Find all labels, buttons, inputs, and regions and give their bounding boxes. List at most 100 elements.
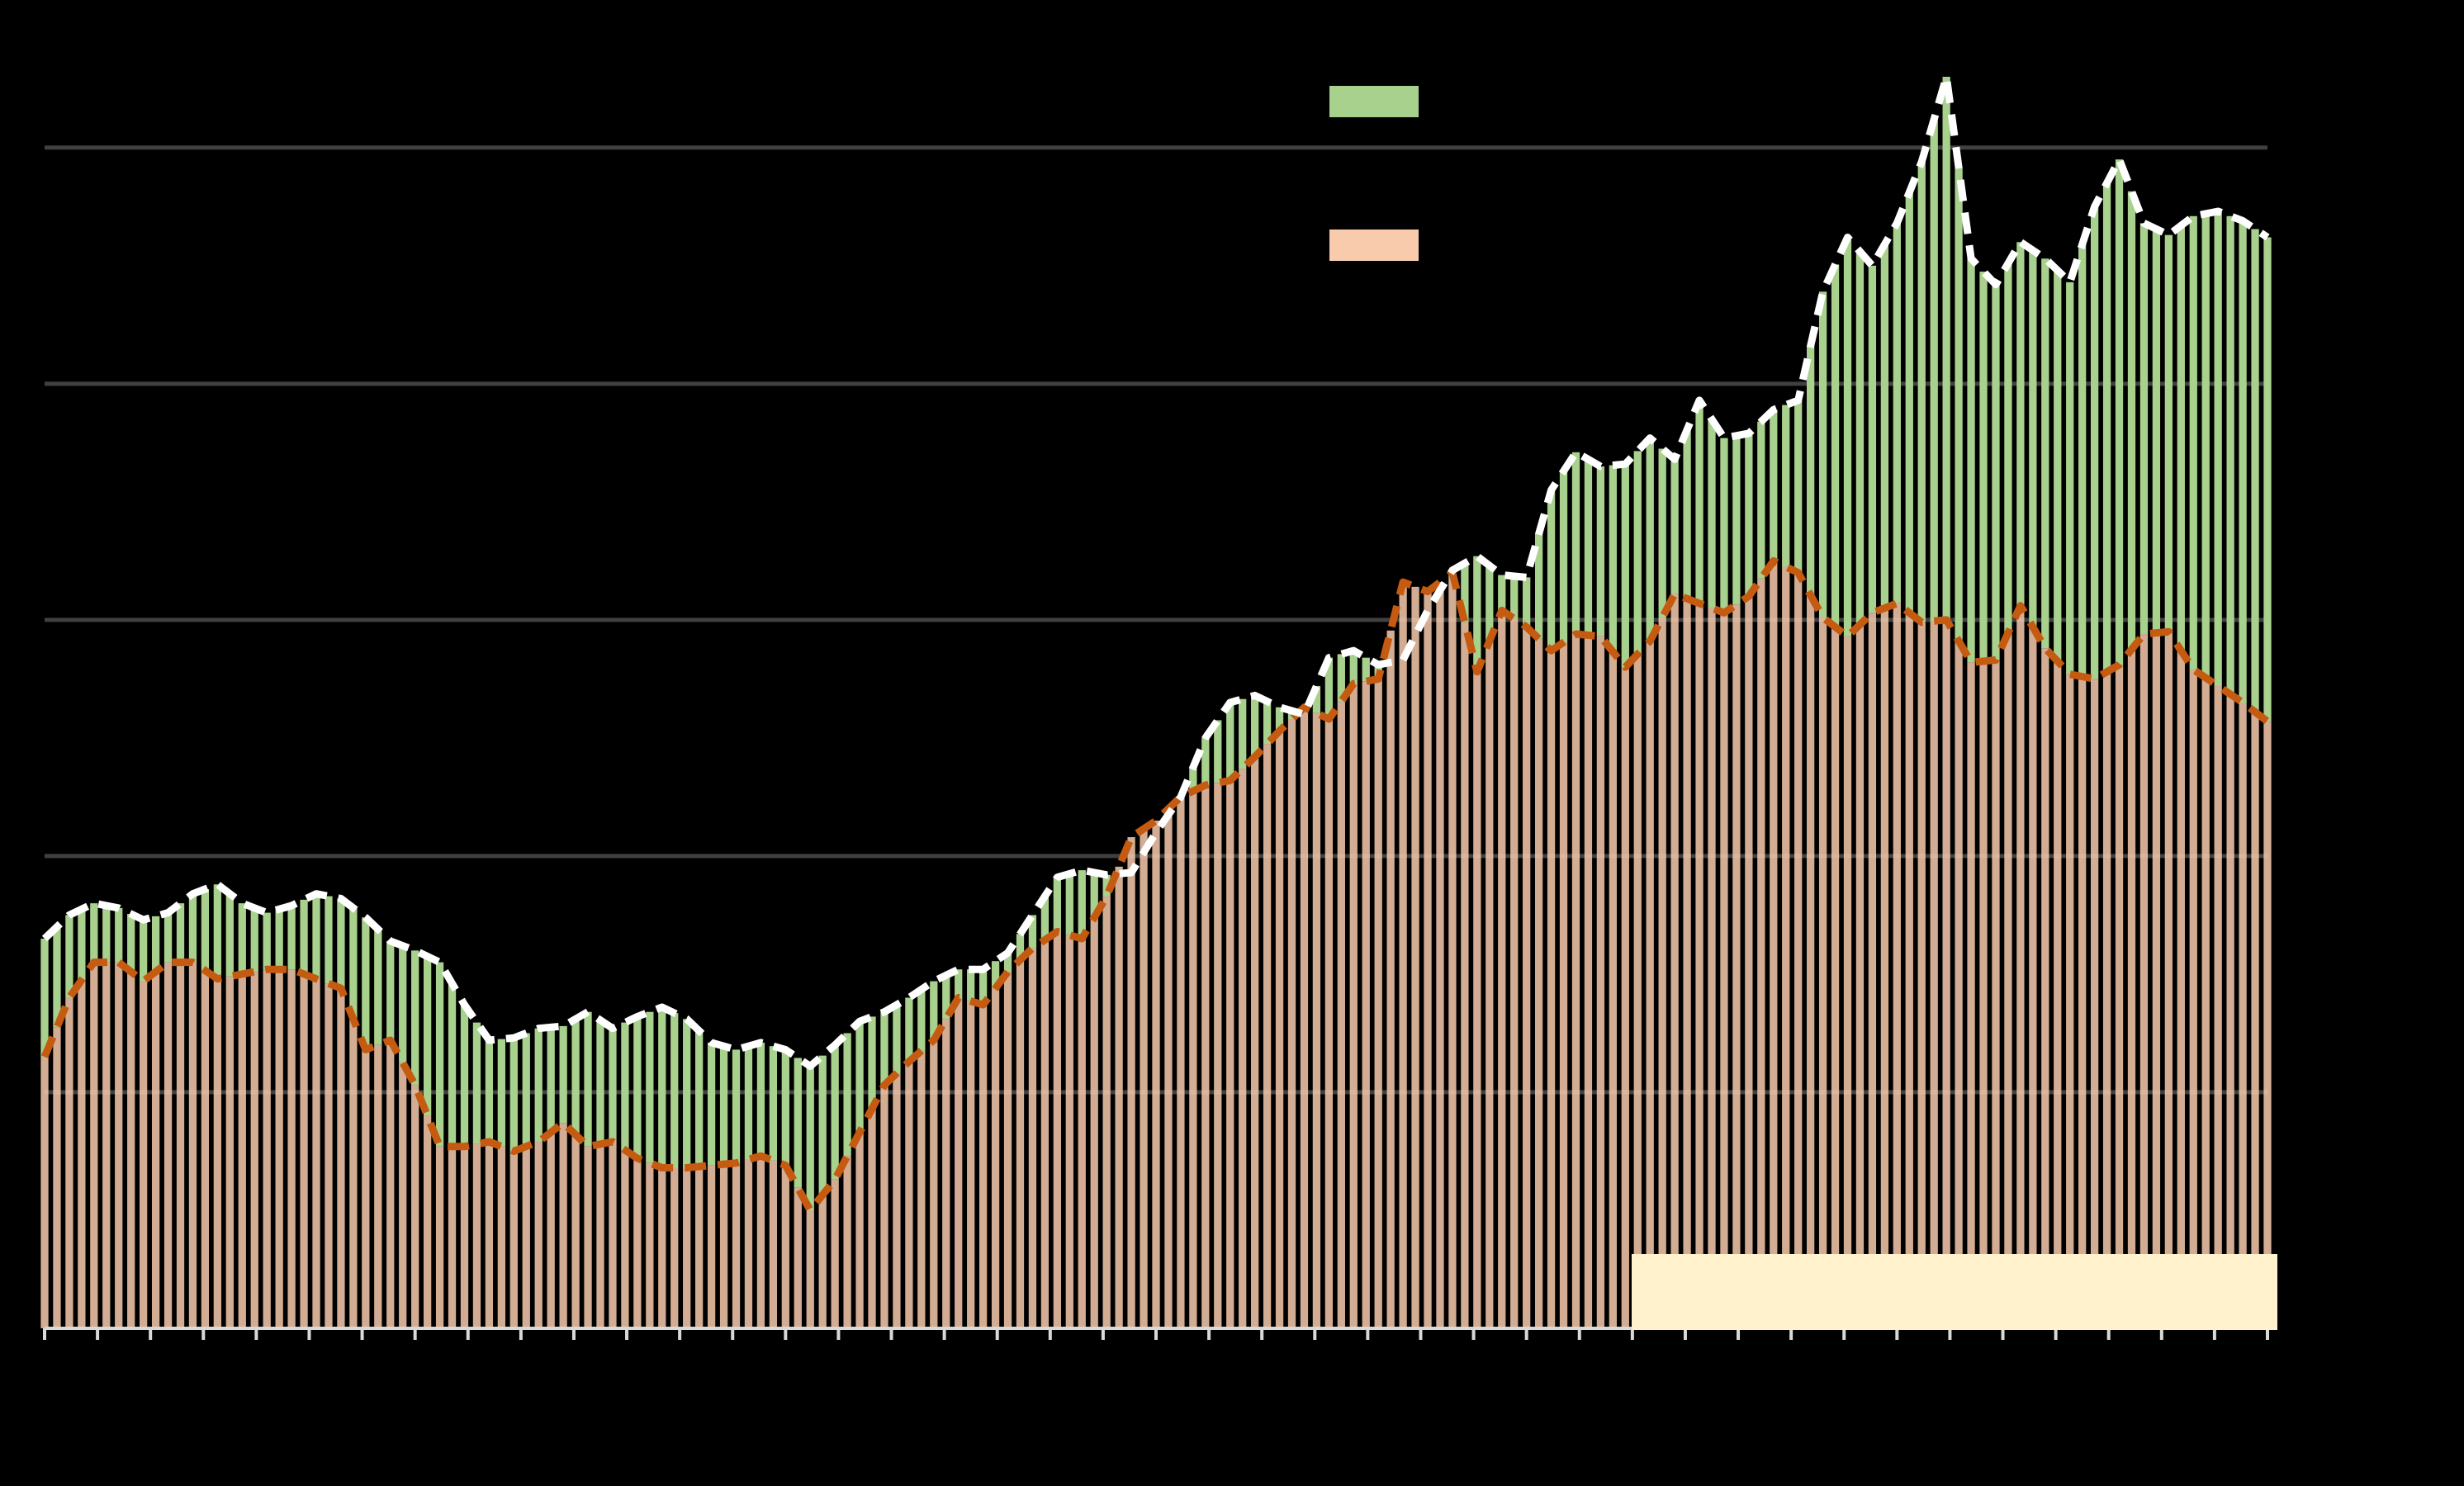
bar-upper xyxy=(917,989,926,1051)
bar-upper xyxy=(1621,464,1629,668)
bar-upper xyxy=(399,945,407,1063)
bar-lower xyxy=(275,969,283,1328)
bar-upper xyxy=(1078,870,1086,939)
bar-upper xyxy=(1053,877,1061,932)
bar-lower xyxy=(472,1143,481,1328)
bar-lower xyxy=(2164,632,2173,1328)
bar-lower xyxy=(1164,808,1173,1328)
bar-upper xyxy=(1523,577,1531,627)
bar-upper xyxy=(744,1046,753,1160)
bar-upper xyxy=(2239,220,2247,703)
bar-upper xyxy=(250,907,258,973)
bar-upper xyxy=(2164,234,2173,632)
bar-lower xyxy=(1201,785,1210,1328)
bar-upper xyxy=(423,956,432,1116)
bar-lower xyxy=(1436,582,1444,1328)
bar-upper xyxy=(658,1006,666,1168)
bar-upper xyxy=(1486,566,1494,641)
bar-upper xyxy=(1695,400,1703,603)
bar-upper xyxy=(1955,168,1963,641)
bar-upper xyxy=(53,926,61,1028)
bar-upper xyxy=(806,1066,814,1210)
bar-lower xyxy=(596,1143,604,1328)
bar-lower xyxy=(90,962,98,1328)
bar-lower xyxy=(1510,618,1519,1328)
bar-lower xyxy=(1399,582,1407,1328)
bar-upper xyxy=(1646,438,1654,641)
bar-lower xyxy=(2016,605,2025,1328)
bar-lower xyxy=(769,1160,778,1328)
bar-upper xyxy=(497,1039,505,1147)
bar-lower xyxy=(40,1057,49,1328)
bar-upper xyxy=(930,981,938,1041)
bar-upper xyxy=(2041,258,2049,649)
bar-lower xyxy=(831,1179,839,1328)
bar-lower xyxy=(1547,651,1556,1328)
bar-upper xyxy=(1732,435,1741,605)
bar-lower xyxy=(547,1132,555,1328)
bar-upper xyxy=(65,915,73,998)
bar-upper xyxy=(1770,409,1778,561)
bar-upper xyxy=(955,969,963,998)
bar-upper xyxy=(2214,211,2222,686)
bar-lower xyxy=(522,1146,530,1328)
bar-lower xyxy=(1818,618,1827,1328)
bar-lower xyxy=(880,1085,888,1328)
bar-upper xyxy=(1214,720,1222,783)
bar-lower xyxy=(1584,635,1593,1328)
bar-upper xyxy=(263,912,271,970)
bar-upper xyxy=(1794,400,1803,573)
bar-lower xyxy=(1979,660,1988,1328)
bar-lower xyxy=(1003,972,1012,1328)
bar-upper xyxy=(1843,237,1852,637)
bar-lower xyxy=(497,1146,505,1328)
bars xyxy=(40,77,2272,1328)
bar-upper xyxy=(374,929,382,1045)
bar-lower xyxy=(1065,935,1073,1328)
bar-lower xyxy=(362,1049,370,1328)
bar-lower xyxy=(658,1167,666,1328)
bar-upper xyxy=(1337,654,1345,702)
bar-upper xyxy=(127,914,135,973)
bar-lower xyxy=(1362,681,1370,1328)
bar-lower xyxy=(1559,642,1568,1328)
bar-upper xyxy=(1807,346,1815,595)
bar-upper xyxy=(1930,119,1938,622)
bar-upper xyxy=(1880,244,1889,608)
bar-lower xyxy=(485,1142,494,1328)
bar-lower xyxy=(1534,638,1543,1328)
bar-lower xyxy=(1498,610,1506,1328)
bar-upper xyxy=(2066,282,2074,674)
bar-upper xyxy=(967,969,975,1001)
bar-lower xyxy=(1720,613,1728,1328)
bar-upper xyxy=(2090,206,2099,679)
bar-upper xyxy=(1559,471,1568,643)
bar-upper xyxy=(1016,934,1025,960)
bar-lower xyxy=(2004,632,2012,1328)
bar-upper xyxy=(115,907,123,963)
bar-upper xyxy=(2054,270,2062,661)
bar-lower xyxy=(2054,660,2062,1328)
bar-upper xyxy=(2029,250,2037,627)
bar-upper xyxy=(2016,242,2025,606)
bar-upper xyxy=(1831,264,1840,627)
bar-upper xyxy=(843,1033,851,1157)
bar-upper xyxy=(2177,225,2185,651)
bar-upper xyxy=(719,1046,728,1165)
bar-lower xyxy=(1386,630,1395,1328)
bar-upper xyxy=(2189,215,2197,670)
bar-upper xyxy=(756,1042,765,1157)
bar-upper xyxy=(1633,451,1642,655)
bar-upper xyxy=(1102,874,1111,897)
bar-upper xyxy=(868,1016,876,1109)
bar-upper xyxy=(2004,263,2012,633)
bar-lower xyxy=(163,962,173,1328)
bar-lower xyxy=(1102,896,1111,1328)
bar-lower xyxy=(423,1115,432,1328)
bar-lower xyxy=(225,976,234,1328)
bar-lower xyxy=(2090,679,2099,1328)
bar-upper xyxy=(534,1028,543,1143)
bar-upper xyxy=(769,1046,778,1161)
bar-lower xyxy=(868,1108,876,1328)
bar-upper xyxy=(2251,229,2259,712)
